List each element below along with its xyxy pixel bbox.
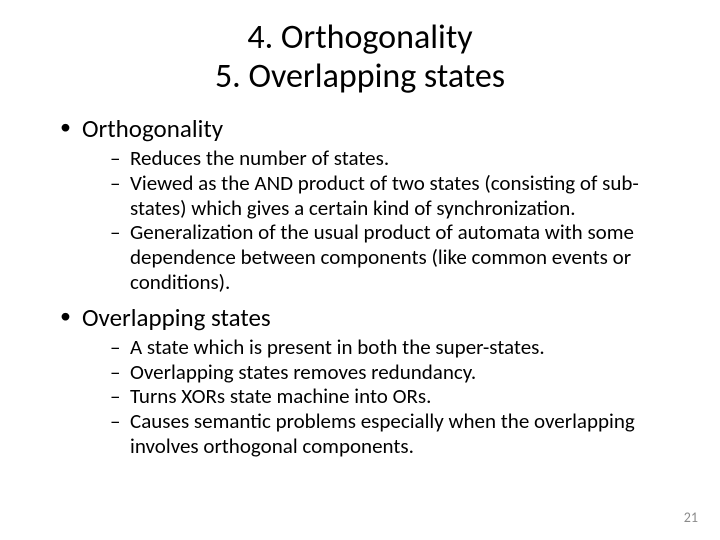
list-item: Turns XORs state machine into ORs. — [110, 384, 680, 409]
list-item: Overlapping states removes redundancy. — [110, 360, 680, 385]
section-heading: Orthogonality — [82, 113, 223, 144]
item-text: Reduces the number of states. — [130, 145, 389, 171]
item-text: A state which is present in both the sup… — [130, 334, 545, 360]
list-item: A state which is present in both the sup… — [110, 335, 680, 360]
overlapping-items: A state which is present in both the sup… — [110, 335, 680, 459]
list-item: Viewed as the AND product of two states … — [110, 171, 680, 221]
list-item: Causes semantic problems especially when… — [110, 409, 680, 459]
orthogonality-items: Reduces the number of states. Viewed as … — [110, 146, 680, 295]
content-list: Orthogonality Reduces the number of stat… — [60, 114, 680, 458]
section-heading: Overlapping states — [82, 302, 271, 333]
list-item: Reduces the number of states. — [110, 146, 680, 171]
slide-container: 4. Orthogonality 5. Overlapping states O… — [0, 0, 720, 540]
page-number: 21 — [684, 509, 698, 526]
title-line-1: 4. Orthogonality — [247, 17, 472, 58]
item-text: Causes semantic problems especially when… — [130, 408, 635, 459]
title-line-2: 5. Overlapping states — [215, 56, 505, 97]
section-orthogonality: Orthogonality Reduces the number of stat… — [60, 114, 680, 295]
item-text: Turns XORs state machine into ORs. — [130, 383, 431, 409]
item-text: Generalization of the usual product of a… — [130, 219, 634, 295]
slide-title: 4. Orthogonality 5. Overlapping states — [40, 18, 680, 96]
item-text: Overlapping states removes redundancy. — [130, 359, 476, 385]
section-overlapping-states: Overlapping states A state which is pres… — [60, 303, 680, 459]
list-item: Generalization of the usual product of a… — [110, 220, 680, 294]
item-text: Viewed as the AND product of two states … — [130, 170, 639, 221]
